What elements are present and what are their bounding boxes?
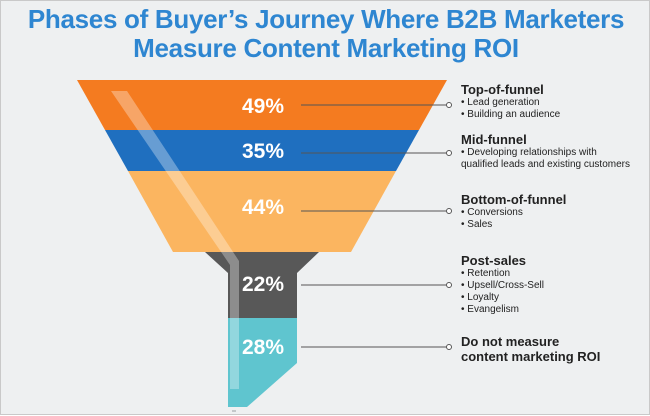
stage-bullet: • Conversions [461,207,523,218]
stage-heading: Post-sales [461,253,527,268]
funnel-band-post-sales [205,252,319,318]
funnel-band-mid [105,130,419,171]
title-line-2: Measure Content Marketing ROI [133,33,519,63]
stage-bullet: qualified leads and existing customers [461,159,630,170]
funnel-band-bottom [128,171,396,252]
percent-mid-funnel: 35% [242,140,284,163]
leader-dot-mid [446,150,452,156]
percent-bottom-of-funnel: 44% [242,196,284,219]
leader-dot-no-measure [446,344,452,350]
stage-bullet: • Sales [461,219,493,230]
stage-bullet: • Developing relationships with [461,147,597,158]
stage-label-post-sales: Post-sales • Retention • Upsell/Cross-Se… [461,253,544,316]
stage-bullet: • Upsell/Cross-Sell [461,280,544,291]
percent-post-sales: 22% [242,273,284,296]
stage-heading-line-2: content marketing ROI [461,349,601,364]
stage-label-bottom-of-funnel: Bottom-of-funnel • Conversions • Sales [461,192,566,231]
funnel-band-top [77,80,447,130]
stage-label-top-of-funnel: Top-of-funnel • Lead generation • Buildi… [461,82,560,121]
stage-heading: Top-of-funnel [461,82,544,97]
leader-dot-bottom [446,208,452,214]
percent-top-of-funnel: 49% [242,95,284,118]
percent-no-measure: 28% [242,336,284,359]
stage-heading: Bottom-of-funnel [461,192,567,207]
funnel-highlight [111,91,239,389]
leader-dot-top [446,102,452,108]
leader-dot-post-sales [446,282,452,288]
title-line-1: Phases of Buyer’s Journey Where B2B Mark… [27,4,625,34]
stage-label-no-measure: Do not measure content marketing ROI [461,334,600,364]
stage-bullet: • Evangelism [461,304,519,315]
infographic-title: Phases of Buyer’s Journey Where B2B Mark… [1,5,650,63]
stage-bullet: • Loyalty [461,292,499,303]
stage-label-mid-funnel: Mid-funnel • Developing relationships wi… [461,132,630,171]
stage-heading: Mid-funnel [461,132,527,147]
stage-bullet: • Lead generation [461,97,540,108]
stage-bullet: • Building an audience [461,109,561,120]
funnel-band-no-measure [228,318,297,407]
stage-bullet: • Retention [461,268,511,279]
stage-heading: Do not measure [461,334,560,349]
